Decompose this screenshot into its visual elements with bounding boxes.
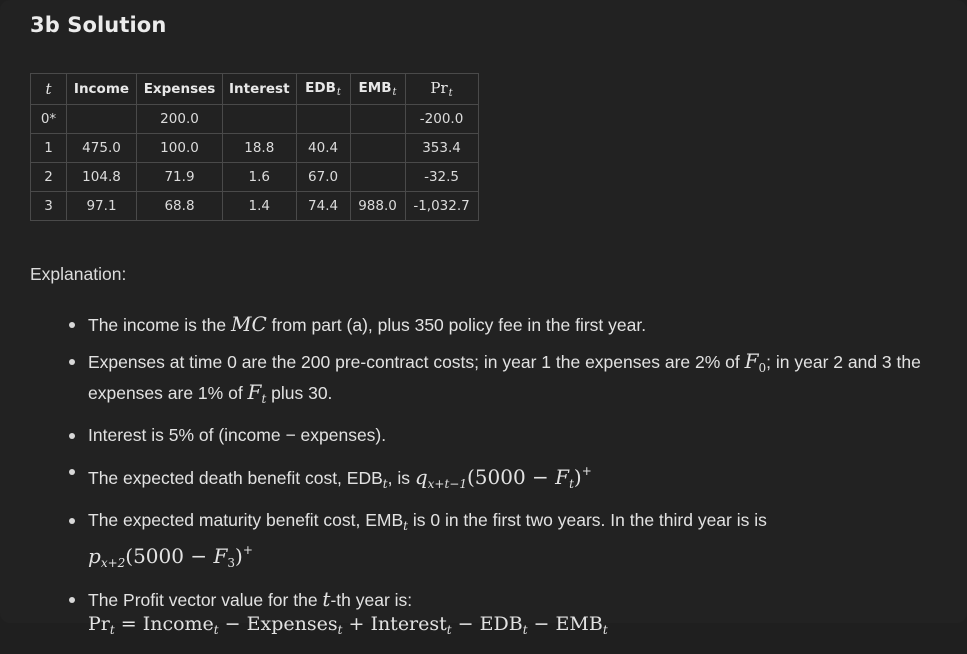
table-header-row: t Income Expenses Interest EDBt EMBt Prt bbox=[30, 73, 479, 105]
cell-edb bbox=[295, 104, 351, 134]
cell-t: 2 bbox=[30, 162, 67, 192]
cell-t: 1 bbox=[30, 133, 67, 163]
cell-interest bbox=[222, 104, 297, 134]
cell-expenses: 100.0 bbox=[136, 133, 223, 163]
col-header-emb: EMBt bbox=[349, 73, 406, 105]
cell-emb bbox=[349, 104, 406, 134]
cell-interest: 18.8 bbox=[222, 133, 297, 163]
cell-income bbox=[66, 104, 137, 134]
cell-expenses: 68.8 bbox=[136, 191, 223, 221]
cell-emb: 988.0 bbox=[349, 191, 406, 221]
table-row: 2 104.8 71.9 1.6 67.0 -32.5 bbox=[30, 162, 479, 192]
col-header-edb: EDBt bbox=[295, 73, 351, 105]
cell-expenses: 200.0 bbox=[136, 104, 223, 134]
bullet-edb: The expected death benefit cost, EDBt, i… bbox=[69, 459, 967, 496]
bullet-income: The income is the MC from part (a), plus… bbox=[69, 312, 967, 337]
col-header-pr: Prt bbox=[404, 73, 479, 105]
cell-emb bbox=[349, 162, 406, 192]
cell-income: 104.8 bbox=[66, 162, 137, 192]
profit-formula: Prt = Incomet − Expensest + Interestt − … bbox=[88, 613, 608, 637]
cell-edb: 40.4 bbox=[295, 133, 351, 163]
cell-pr: -200.0 bbox=[404, 104, 479, 134]
col-header-interest: Interest bbox=[222, 73, 297, 105]
cell-t: 0* bbox=[30, 104, 67, 134]
col-header-expenses: Expenses bbox=[136, 73, 223, 105]
cell-interest: 1.6 bbox=[222, 162, 297, 192]
explanation-list: The income is the MC from part (a), plus… bbox=[60, 312, 967, 654]
section-heading: 3b Solution bbox=[30, 13, 167, 37]
table-row: 3 97.1 68.8 1.4 74.4 988.0 -1,032.7 bbox=[30, 191, 479, 221]
bullet-expenses: Expenses at time 0 are the 200 pre-contr… bbox=[69, 349, 967, 411]
cell-pr: 353.4 bbox=[404, 133, 479, 163]
cell-edb: 67.0 bbox=[295, 162, 351, 192]
cell-income: 97.1 bbox=[66, 191, 137, 221]
cell-edb: 74.4 bbox=[295, 191, 351, 221]
cell-interest: 1.4 bbox=[222, 191, 297, 221]
col-header-t: t bbox=[30, 73, 67, 105]
cell-income: 475.0 bbox=[66, 133, 137, 163]
explanation-label: Explanation: bbox=[30, 264, 127, 284]
cell-emb bbox=[349, 133, 406, 163]
bullet-interest: Interest is 5% of (income − expenses). bbox=[69, 423, 967, 447]
solution-panel: 3b Solution t Income Expenses Interest E… bbox=[30, 13, 921, 637]
bullet-profit: The Profit vector value for the t-th yea… bbox=[69, 587, 967, 642]
cell-t: 3 bbox=[30, 191, 67, 221]
col-header-income: Income bbox=[66, 73, 137, 105]
table-row: 0* 200.0 -200.0 bbox=[30, 104, 479, 134]
table-row: 1 475.0 100.0 18.8 40.4 353.4 bbox=[30, 133, 479, 163]
cell-pr: -32.5 bbox=[404, 162, 479, 192]
bullet-emb: The expected maturity benefit cost, EMBt… bbox=[69, 508, 967, 575]
cell-pr: -1,032.7 bbox=[404, 191, 479, 221]
profit-table: t Income Expenses Interest EDBt EMBt Prt… bbox=[30, 73, 479, 221]
cell-expenses: 71.9 bbox=[136, 162, 223, 192]
